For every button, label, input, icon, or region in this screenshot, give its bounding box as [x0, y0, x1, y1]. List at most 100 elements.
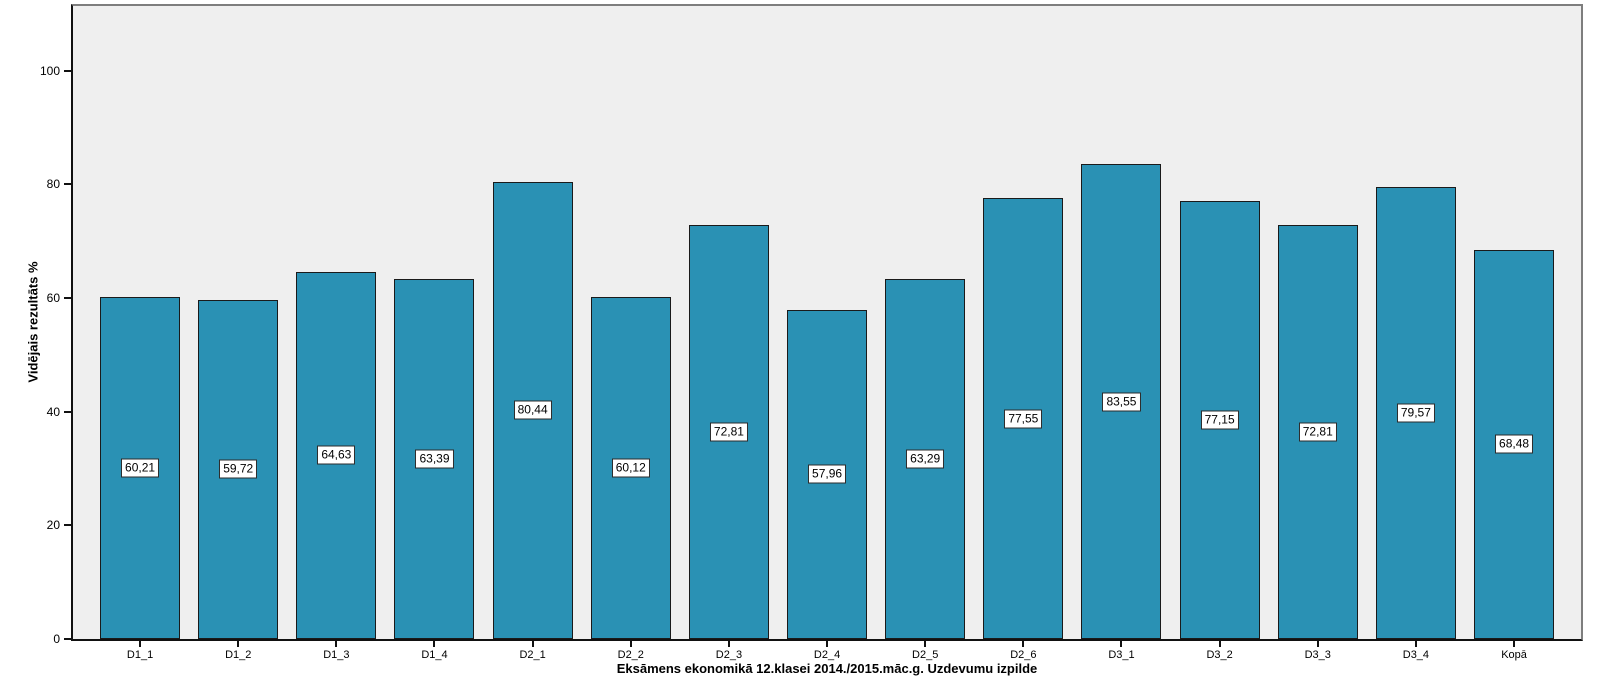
bar-column: 77,15: [1171, 6, 1269, 639]
bar-D1_2: 59,72: [198, 299, 279, 639]
bar-D2_4: 57,96: [787, 309, 868, 639]
bar-D2_2: 60,12: [590, 297, 671, 639]
x-tick-mark: [629, 641, 632, 647]
bar-column: 64,63: [287, 6, 385, 639]
bar-column: 77,55: [974, 6, 1072, 639]
y-tick-label: 40: [46, 404, 60, 419]
y-tick-mark: [64, 638, 71, 640]
x-tick-group: D3_2: [1171, 641, 1269, 661]
x-tick-mark: [924, 641, 927, 647]
bar-D2_3: 72,81: [688, 225, 769, 639]
x-tick-group: D3_1: [1072, 641, 1170, 661]
bar-value-label: 80,44: [513, 400, 552, 420]
bar-value-label: 83,55: [1102, 392, 1141, 412]
x-tick-group: D2_3: [680, 641, 778, 661]
x-tick-label: D3_4: [1402, 649, 1430, 661]
x-tick-mark: [727, 641, 730, 647]
y-tick-label: 0: [53, 632, 60, 646]
x-tick-group: D2_5: [876, 641, 974, 661]
x-tick-group: D1_2: [189, 641, 287, 661]
bar-D1_3: 64,63: [296, 271, 377, 639]
y-tick-mark: [64, 524, 71, 527]
x-tick-group: D2_4: [778, 641, 876, 661]
bar-column: 63,29: [876, 6, 974, 639]
bar-value-label: 60,12: [611, 458, 650, 478]
x-tick-label: D2_5: [912, 649, 939, 661]
x-tick-mark: [335, 641, 338, 647]
x-tick-label: D3_2: [1206, 649, 1233, 661]
bar-value-label: 68,48: [1495, 434, 1534, 454]
bar-D1_1: 60,21: [100, 296, 181, 639]
x-tick-mark: [139, 641, 142, 647]
x-tick-label: Kopā: [1501, 649, 1527, 661]
x-tick-label: D1_4: [421, 649, 448, 661]
bar-column: 68,48: [1465, 6, 1563, 639]
x-tick-mark: [433, 641, 436, 647]
x-tick-label: D3_1: [1108, 649, 1135, 661]
bar-Kopā: 68,48: [1474, 249, 1555, 639]
bar-value-label: 77,55: [1004, 409, 1043, 429]
x-tick-group: D3_3: [1269, 641, 1367, 661]
x-tick-mark: [531, 641, 534, 647]
x-tick-label: D3_3: [1304, 649, 1331, 661]
bar-value-label: 63,29: [906, 449, 945, 469]
bar-D2_6: 77,55: [983, 198, 1064, 639]
bar-column: 63,39: [385, 6, 483, 639]
x-tick-group: D1_4: [385, 641, 483, 661]
x-tick-group: D1_1: [91, 641, 189, 661]
y-tick-mark: [64, 69, 71, 72]
x-axis: D1_1 D1_2 D1_3 D1_4 D2_1 D2_2 D2_3 D2_4 D2_5 D2_6…: [73, 641, 1581, 661]
x-tick-mark: [1414, 641, 1417, 647]
x-tick-label: D2_6: [1010, 649, 1037, 661]
bar-column: 72,81: [1269, 6, 1367, 639]
x-axis-title: Eksāmens ekonomikā 12.klasei 2014./2015.…: [616, 661, 1038, 676]
x-tick-mark: [1316, 641, 1319, 647]
x-tick-label: D2_1: [519, 649, 546, 661]
x-tick-group: D3_4: [1367, 641, 1465, 661]
x-tick-label: D1_1: [126, 649, 154, 661]
bar-D2_5: 63,29: [885, 279, 966, 639]
x-tick-label: D2_3: [715, 649, 743, 661]
bar-column: 60,12: [582, 6, 680, 639]
bar-value-label: 72,81: [1298, 422, 1337, 442]
bar-D1_4: 63,39: [394, 278, 475, 639]
bar-column: 57,96: [778, 6, 876, 639]
y-tick-mark: [64, 297, 71, 300]
bar-D2_1: 80,44: [492, 181, 573, 639]
bar-column: 59,72: [189, 6, 287, 639]
bar-value-label: 59,72: [219, 459, 258, 479]
y-tick-label: 100: [39, 63, 60, 78]
x-tick-mark: [826, 641, 829, 647]
x-tick-group: D1_3: [287, 641, 385, 661]
y-tick-label: 20: [46, 518, 60, 533]
bar-value-label: 57,96: [808, 464, 847, 484]
bar-column: 60,21: [91, 6, 189, 639]
bar-value-label: 77,15: [1200, 410, 1239, 430]
y-axis: 0 20 40 60 80 100: [0, 0, 71, 700]
y-tick-label: 80: [46, 177, 60, 192]
x-tick-group: D2_1: [484, 641, 582, 661]
x-tick-group: Kopā: [1465, 641, 1563, 661]
bar-value-label: 64,63: [317, 445, 356, 465]
bar-column: 72,81: [680, 6, 778, 639]
x-tick-mark: [1513, 641, 1516, 647]
y-tick-mark: [64, 410, 71, 413]
x-tick-mark: [1022, 641, 1025, 647]
x-tick-mark: [237, 641, 240, 647]
y-tick-mark: [64, 183, 71, 186]
bar-value-label: 79,57: [1396, 403, 1435, 423]
x-tick-label: D2_4: [813, 649, 841, 661]
y-tick-label: 60: [46, 291, 60, 306]
plot-area: 60,21 59,72 64,63 63,39 80,44 60,12 72,81 57,96…: [71, 4, 1583, 641]
x-tick-group: D2_6: [974, 641, 1072, 661]
x-tick-group: D2_2: [582, 641, 680, 661]
bar-column: 79,57: [1367, 6, 1465, 639]
bar-column: 80,44: [484, 6, 582, 639]
bar-value-label: 72,81: [709, 422, 748, 442]
x-tick-label: D1_2: [225, 649, 252, 661]
bar-value-label: 63,39: [415, 449, 454, 469]
x-tick-mark: [1120, 641, 1123, 647]
bar-D3_3: 72,81: [1277, 225, 1358, 639]
bars-row: 60,21 59,72 64,63 63,39 80,44 60,12 72,81 57,96…: [73, 6, 1581, 639]
